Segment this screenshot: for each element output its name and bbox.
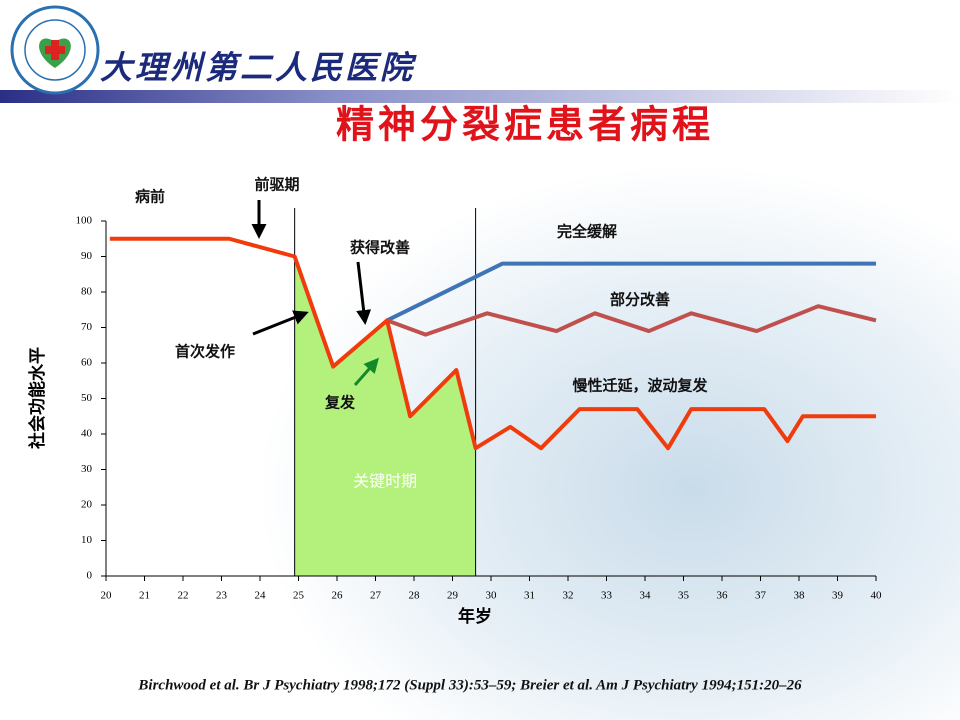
series-line [109, 236, 876, 451]
x-axis-label: 年岁 [458, 606, 492, 627]
x-tick-label: 28 [409, 590, 421, 602]
annotation: 获得改善 [350, 239, 410, 257]
y-tick-label: 70 [81, 321, 93, 333]
hospital-name: 大理州第二人民医院 [100, 49, 417, 87]
y-tick-label: 40 [81, 428, 93, 440]
x-tick-label: 27 [370, 590, 382, 602]
y-tick-label: 0 [87, 570, 93, 582]
annotation: 慢性迁延，波动复发 [572, 377, 708, 395]
x-tick-label: 30 [486, 590, 498, 602]
y-tick-label: 50 [81, 392, 93, 404]
x-tick-label: 35 [678, 590, 690, 602]
annotation: 首次发作 [175, 343, 235, 361]
x-tick-label: 36 [717, 590, 729, 602]
header-band [0, 90, 960, 103]
x-tick-label: 24 [255, 590, 267, 602]
x-tick-label: 20 [101, 590, 113, 602]
x-tick-label: 39 [832, 590, 844, 602]
y-tick-label: 60 [81, 357, 93, 369]
annotation: 部分改善 [610, 291, 670, 309]
series-line [386, 261, 876, 323]
x-tick-label: 23 [216, 590, 228, 602]
y-tick-label: 100 [76, 215, 93, 227]
x-tick-label: 37 [755, 590, 767, 602]
annotation: 病前 [135, 188, 165, 206]
annotation: 前驱期 [254, 176, 299, 194]
x-tick-label: 29 [447, 590, 459, 602]
x-tick-label: 26 [332, 590, 344, 602]
y-tick-label: 10 [81, 534, 93, 546]
x-tick-label: 22 [178, 590, 189, 602]
arrows [251, 200, 379, 386]
x-tick-label: 25 [293, 590, 305, 602]
x-tick-label: 21 [139, 590, 150, 602]
annotation: 复发 [324, 394, 356, 412]
y-tick-label: 90 [81, 250, 93, 262]
x-tick-label: 34 [640, 590, 652, 602]
citation: Birchwood et al. Br J Psychiatry 1998;17… [137, 677, 802, 693]
y-tick-label: 80 [81, 286, 93, 298]
x-tick-label: 31 [524, 590, 535, 602]
x-tick-label: 32 [563, 590, 574, 602]
chart-title: 精神分裂症患者病程 [336, 103, 714, 147]
annotation: 完全缓解 [557, 223, 617, 241]
critical-period [294, 256, 476, 576]
x-tick-label: 40 [871, 590, 883, 602]
x-tick-label: 38 [794, 590, 806, 602]
y-axis-label: 社会功能水平 [27, 347, 48, 450]
series-line [386, 304, 877, 337]
logo [10, 5, 100, 95]
y-tick-label: 20 [81, 499, 93, 511]
x-tick-label: 33 [601, 590, 613, 602]
y-tick-label: 30 [81, 463, 93, 475]
critical-period-label: 关键时期 [353, 472, 417, 491]
